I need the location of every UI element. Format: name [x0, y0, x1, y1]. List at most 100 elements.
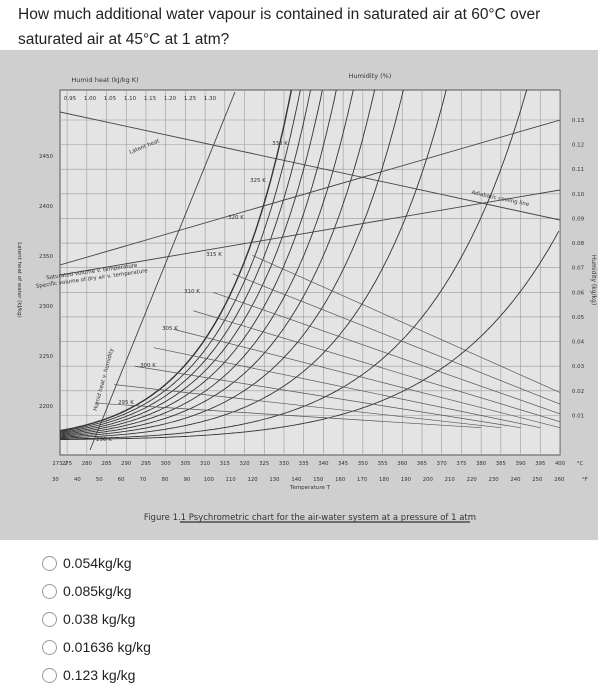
- right-tick-label: 0.09: [572, 216, 585, 222]
- kelvin-tick-label: 385: [496, 461, 506, 467]
- fahrenheit-tick-label: 40: [74, 477, 81, 483]
- kelvin-tick-label: 390: [516, 461, 527, 467]
- kelvin-tick-label: 285: [101, 461, 111, 467]
- fahrenheit-tick-label: 70: [140, 477, 147, 483]
- kelvin-tick-label: °C: [577, 461, 584, 467]
- top-tick-label: 1.05: [104, 96, 117, 102]
- fahrenheit-tick-label: 150: [313, 477, 324, 483]
- radio-button[interactable]: [42, 583, 57, 599]
- kelvin-tick-label: 375: [456, 461, 466, 467]
- adiabatic-line: [212, 291, 560, 415]
- right-tick-label: 0.03: [572, 364, 585, 370]
- radio-button[interactable]: [42, 555, 57, 571]
- question: How much additional water vapour is cont…: [18, 6, 541, 48]
- volume-line: [60, 189, 560, 276]
- fahrenheit-tick-label: 140: [291, 477, 302, 483]
- isotherm-label: 315 K: [206, 252, 222, 258]
- left-tick-label: 2450: [39, 154, 53, 160]
- fahrenheit-tick-label: 50: [96, 477, 103, 483]
- adiabatic-line: [252, 255, 560, 393]
- isotherm-label: 330 K: [272, 141, 288, 147]
- humidity-curve: [60, 90, 376, 437]
- radio-button[interactable]: [42, 639, 57, 655]
- option[interactable]: 0.054kg/kg: [42, 552, 132, 574]
- top-tick-label: 0.95: [64, 96, 77, 102]
- right-tick-label: 0.12: [572, 143, 584, 149]
- latent-heat-line: [60, 111, 560, 221]
- option[interactable]: 0.01636 kg/kg: [42, 636, 151, 658]
- top-tick-label: 1.30: [204, 96, 217, 102]
- kelvin-tick-label: 295: [141, 461, 151, 467]
- option-label: 0.054kg/kg: [63, 555, 132, 571]
- left-tick-label: 2200: [39, 404, 53, 410]
- kelvin-tick-label: 320: [239, 461, 250, 467]
- right-tick-label: 0.08: [572, 241, 585, 247]
- kelvin-tick-label: 275: [62, 461, 72, 467]
- top-axis-label: Humid heat (kJ/kg K): [71, 76, 138, 84]
- fahrenheit-tick-label: 210: [445, 477, 456, 483]
- kelvin-tick-label: 340: [318, 461, 329, 467]
- adiabatic-line: [134, 365, 521, 429]
- option[interactable]: 0.038 kg/kg: [42, 608, 135, 630]
- fahrenheit-tick-label: 190: [401, 477, 412, 483]
- fahrenheit-tick-label: 160: [335, 477, 346, 483]
- right-tick-label: 0.04: [572, 340, 585, 346]
- adiabatic-line: [173, 328, 560, 429]
- top-tick-label: 1.15: [144, 96, 157, 102]
- option[interactable]: 0.085kg/kg: [42, 580, 132, 602]
- right-tick-label: 0.05: [572, 315, 585, 321]
- fahrenheit-tick-label: 240: [510, 477, 521, 483]
- top-tick-label: 1.00: [84, 96, 97, 102]
- x-axis-label: Temperature T: [289, 485, 331, 491]
- kelvin-tick-label: 355: [377, 461, 387, 467]
- kelvin-tick-label: 305: [180, 461, 190, 467]
- option-label: 0.123 kg/kg: [63, 667, 136, 683]
- isotherm-label: 310 K: [184, 289, 200, 295]
- humidity-curve: [60, 90, 354, 436]
- fahrenheit-tick-label: 200: [423, 477, 434, 483]
- humidity-curve: [60, 90, 337, 435]
- humid-heat-line: [89, 91, 236, 451]
- kelvin-tick-label: 273.2: [52, 461, 67, 467]
- option-label: 0.038 kg/kg: [63, 611, 136, 627]
- fahrenheit-tick-label: 260: [554, 477, 565, 483]
- isotherm-label: 290 K: [96, 437, 112, 443]
- isotherm-label: 305 K: [162, 326, 178, 332]
- option-label: 0.085kg/kg: [63, 583, 132, 599]
- fahrenheit-tick-label: 90: [183, 477, 190, 483]
- fahrenheit-tick-label: 80: [162, 477, 169, 483]
- option[interactable]: 0.123 kg/kg: [42, 664, 135, 686]
- kelvin-tick-label: 315: [220, 461, 230, 467]
- kelvin-tick-label: 335: [299, 461, 309, 467]
- radio-button[interactable]: [42, 611, 57, 627]
- grid: [60, 90, 560, 455]
- kelvin-tick-label: 380: [476, 461, 487, 467]
- right-tick-label: 0.11: [572, 167, 584, 173]
- isotherm-label: 325 K: [250, 178, 266, 184]
- kelvin-tick-label: 290: [121, 461, 132, 467]
- adiabatic-line: [193, 310, 560, 423]
- left-tick-label: 2300: [39, 304, 53, 310]
- right-tick-label: 0.01: [572, 413, 584, 419]
- humidity-curve: [60, 90, 312, 434]
- isotherm-label: 295 K: [118, 400, 134, 406]
- fahrenheit-tick-label: 230: [488, 477, 499, 483]
- fahrenheit-tick-label: 250: [532, 477, 543, 483]
- adiabatic-line: [94, 402, 482, 429]
- fahrenheit-tick-label: 180: [379, 477, 390, 483]
- figure-caption: Figure 1.1 Psychrometric chart for the a…: [144, 513, 476, 523]
- top-tick-label: 1.20: [164, 96, 177, 102]
- kelvin-tick-label: 345: [338, 461, 348, 467]
- fahrenheit-tick-label: 110: [226, 477, 237, 483]
- right-tick-label: 0.13: [572, 118, 585, 124]
- fahrenheit-tick-label: 30: [52, 477, 59, 483]
- humidity-curve: [60, 90, 447, 439]
- kelvin-tick-label: 360: [397, 461, 408, 467]
- top-tick-label: 1.25: [184, 96, 197, 102]
- kelvin-tick-label: 325: [259, 461, 269, 467]
- radio-button[interactable]: [42, 667, 57, 683]
- fahrenheit-tick-label: 60: [118, 477, 125, 483]
- adiabatic-line: [153, 347, 541, 429]
- kelvin-tick-label: 300: [161, 461, 172, 467]
